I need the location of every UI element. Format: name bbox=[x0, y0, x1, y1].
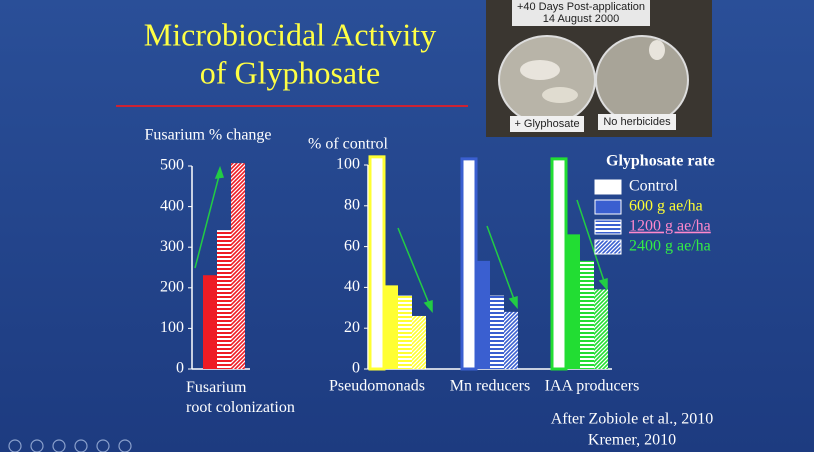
y-tick-label: 200 bbox=[160, 278, 184, 295]
title-line: of Glyphosate bbox=[200, 54, 380, 90]
source: After Zobiole et al., 2010 bbox=[551, 411, 714, 428]
bar bbox=[203, 275, 217, 369]
bar bbox=[594, 289, 608, 369]
bar bbox=[550, 157, 568, 371]
y-tick-label: 40 bbox=[344, 278, 360, 295]
bar bbox=[231, 163, 245, 369]
y-tick-label: 400 bbox=[160, 197, 184, 214]
y-tick-label: 300 bbox=[160, 238, 184, 255]
legend-swatch bbox=[594, 219, 622, 235]
x-tick-label: Pseudomonads bbox=[329, 378, 425, 395]
bar bbox=[384, 285, 398, 369]
legend-swatch bbox=[594, 199, 622, 215]
y-axis-label: % of control bbox=[308, 136, 389, 153]
y-tick-label: 500 bbox=[160, 157, 184, 174]
bar bbox=[368, 155, 386, 371]
y-tick-label: 60 bbox=[344, 237, 360, 254]
title-line: Microbiocidal Activity bbox=[144, 16, 436, 52]
bar bbox=[490, 295, 504, 369]
bar bbox=[580, 260, 594, 369]
photo bbox=[486, 0, 712, 137]
photo-label: + Glyphosate bbox=[514, 118, 579, 130]
x-tick-label: Mn reducers bbox=[450, 378, 530, 395]
toolbar[interactable] bbox=[8, 439, 132, 452]
trend-arrows bbox=[194, 165, 608, 313]
y-tick-label: 0 bbox=[352, 360, 360, 377]
y-tick-label: 0 bbox=[176, 360, 184, 377]
bar bbox=[566, 234, 580, 369]
legend-label: Control bbox=[629, 178, 678, 195]
bar bbox=[398, 295, 412, 369]
x-tick-label: IAA producers bbox=[545, 378, 640, 395]
bar bbox=[217, 230, 231, 369]
photo-header: +40 Days Post-application bbox=[517, 1, 645, 13]
legend-label: 2400 g ae/ha bbox=[629, 238, 711, 255]
y-tick-label: 100 bbox=[336, 156, 360, 173]
bar bbox=[476, 260, 490, 369]
bar bbox=[504, 311, 518, 369]
legend-title: Glyphosate rate bbox=[606, 153, 715, 170]
legend-swatch bbox=[594, 239, 622, 255]
photo-header: 14 August 2000 bbox=[543, 13, 619, 25]
legend-swatch bbox=[594, 179, 622, 195]
y-tick-label: 20 bbox=[344, 319, 360, 336]
bar bbox=[460, 157, 478, 371]
y-tick-label: 100 bbox=[160, 319, 184, 336]
y-axis-label: Fusarium % change bbox=[144, 127, 271, 144]
y-tick-label: 80 bbox=[344, 196, 360, 213]
photo-label: No herbicides bbox=[603, 116, 671, 128]
bar bbox=[412, 315, 426, 369]
legend-label: 600 g ae/ha bbox=[629, 198, 703, 215]
x-tick-label: Fusarium root colonization bbox=[186, 379, 295, 416]
source: Kremer, 2010 bbox=[588, 432, 676, 449]
legend-label: 1200 g ae/ha bbox=[629, 218, 711, 235]
